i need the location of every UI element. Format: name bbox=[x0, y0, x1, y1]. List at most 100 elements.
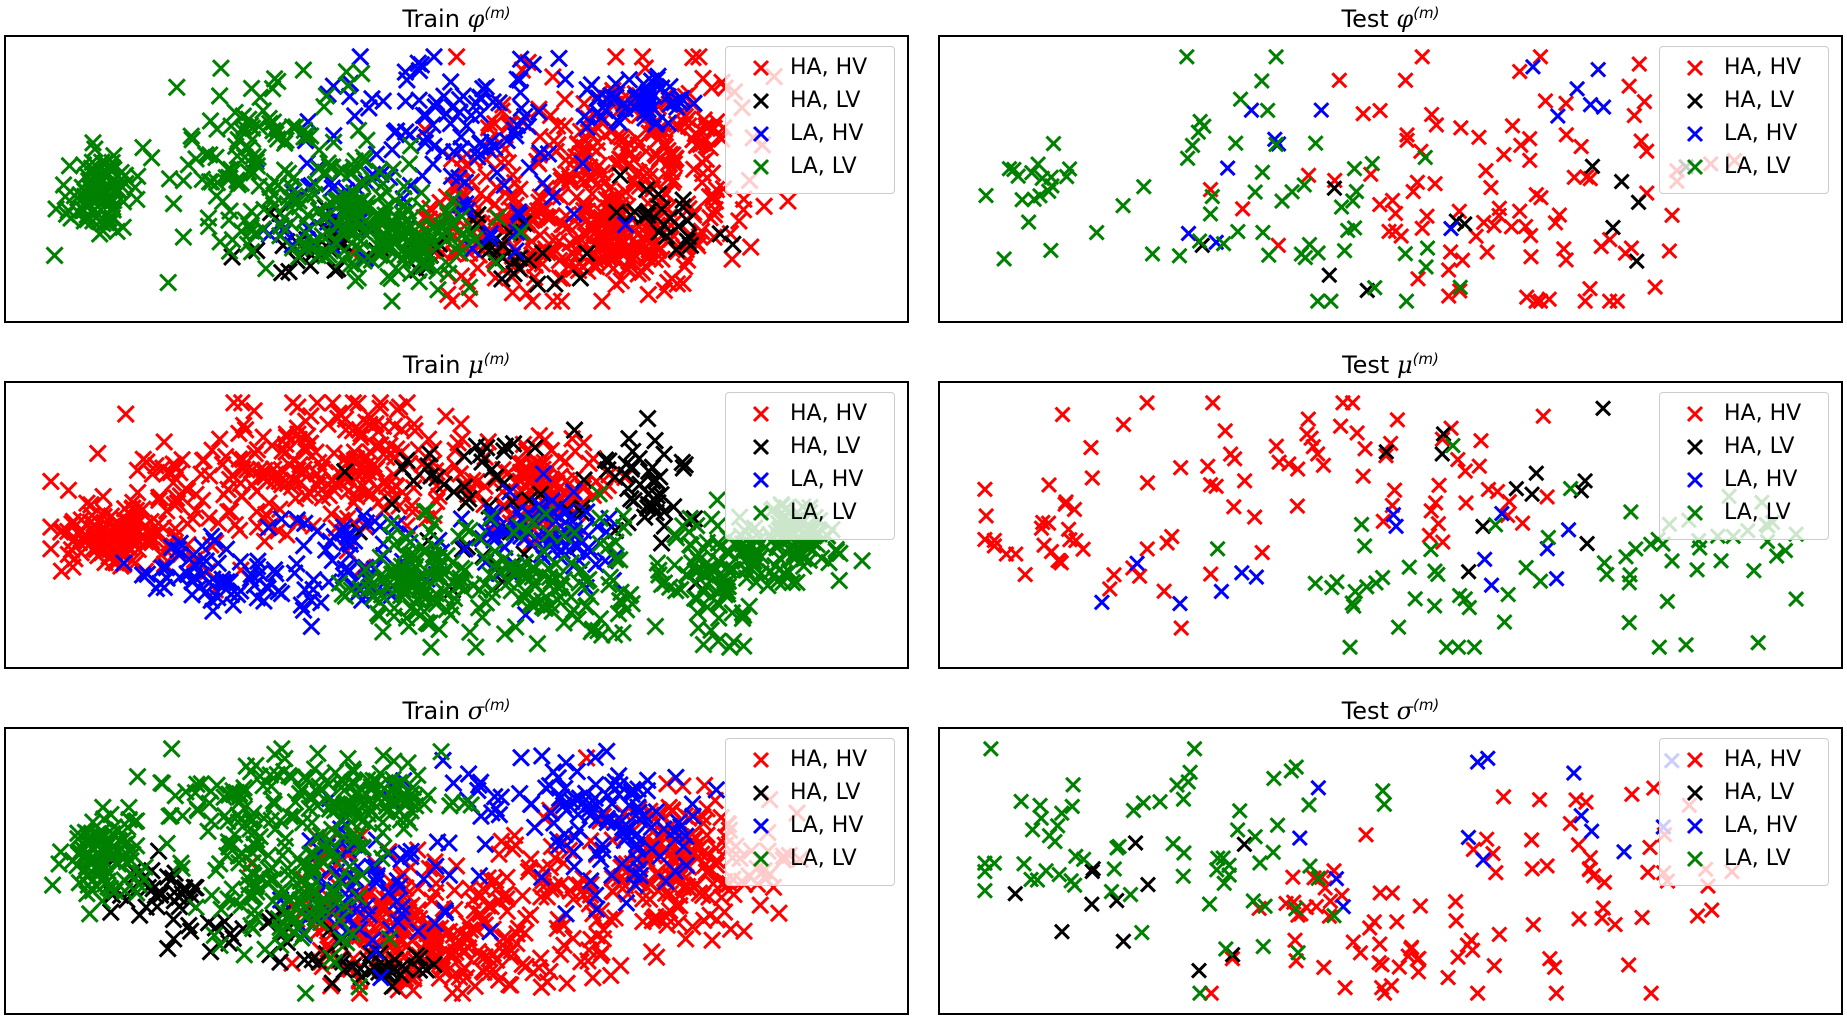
scatter-point bbox=[294, 601, 313, 620]
scatter-point bbox=[511, 222, 530, 242]
scatter-point bbox=[591, 509, 610, 528]
scatter-point bbox=[1251, 854, 1268, 871]
scatter-point bbox=[407, 946, 426, 965]
scatter-point bbox=[1444, 437, 1461, 454]
scatter-point bbox=[720, 638, 739, 657]
scatter-point bbox=[648, 553, 667, 573]
scatter-point bbox=[723, 235, 742, 254]
scatter-point bbox=[282, 477, 301, 497]
scatter-point bbox=[285, 807, 304, 826]
scatter-point bbox=[1267, 136, 1285, 153]
scatter-point bbox=[1422, 541, 1439, 558]
scatter-point bbox=[599, 536, 618, 555]
scatter-point bbox=[1215, 849, 1232, 867]
legend-marker-icon bbox=[1686, 92, 1704, 110]
scatter-point bbox=[1414, 48, 1431, 65]
scatter-point bbox=[344, 493, 363, 512]
scatter-point bbox=[384, 230, 403, 249]
legend-item: HA, LV bbox=[1660, 432, 1828, 462]
scatter-point bbox=[609, 604, 628, 623]
legend-label: HA, LV bbox=[1724, 434, 1795, 459]
scatter-point bbox=[677, 856, 696, 875]
scatter-point bbox=[513, 886, 532, 905]
scatter-point bbox=[1423, 502, 1440, 519]
scatter-point bbox=[687, 516, 706, 535]
scatter-point bbox=[582, 75, 601, 94]
scatter-point bbox=[519, 251, 538, 270]
scatter-point bbox=[602, 866, 621, 885]
scatter-point bbox=[555, 825, 574, 844]
scatter-point bbox=[1265, 844, 1282, 861]
scatter-point bbox=[1192, 113, 1209, 130]
scatter-point bbox=[1269, 817, 1286, 834]
scatter-point bbox=[1417, 258, 1435, 276]
scatter-point bbox=[1290, 944, 1307, 961]
scatter-point bbox=[1434, 445, 1451, 463]
scatter-point bbox=[566, 827, 585, 847]
scatter-point bbox=[41, 539, 60, 558]
legend-item: HA, LV bbox=[1660, 778, 1828, 808]
scatter-point bbox=[444, 190, 463, 209]
scatter-point bbox=[1664, 207, 1681, 224]
scatter-point bbox=[688, 603, 707, 623]
scatter-point bbox=[297, 854, 316, 873]
scatter-point bbox=[271, 216, 290, 235]
scatter-point bbox=[1486, 957, 1503, 974]
scatter-point bbox=[309, 160, 328, 179]
scatter-point bbox=[1007, 885, 1024, 902]
scatter-point bbox=[1232, 91, 1249, 108]
scatter-point bbox=[254, 591, 273, 611]
scatter-point bbox=[482, 803, 501, 822]
scatter-point bbox=[429, 548, 449, 567]
scatter-point bbox=[269, 175, 288, 195]
scatter-point bbox=[1452, 119, 1469, 136]
scatter-point bbox=[1607, 916, 1624, 933]
scatter-point bbox=[1414, 220, 1431, 237]
scatter-point bbox=[336, 215, 355, 234]
scatter-point bbox=[976, 855, 993, 872]
scatter-point bbox=[1353, 516, 1370, 533]
scatter-point bbox=[471, 947, 490, 966]
scatter-point bbox=[343, 870, 362, 889]
scatter-point bbox=[1577, 293, 1594, 310]
scatter-point bbox=[503, 283, 522, 302]
scatter-point bbox=[1105, 566, 1123, 583]
scatter-point bbox=[564, 842, 583, 861]
legend-item: LA, HV bbox=[726, 119, 894, 149]
scatter-point bbox=[1334, 394, 1352, 411]
scatter-point bbox=[73, 840, 92, 859]
scatter-point bbox=[290, 430, 309, 449]
scatter-point bbox=[528, 275, 547, 294]
scatter-point bbox=[1535, 408, 1552, 425]
scatter-point bbox=[1337, 979, 1354, 996]
scatter-point bbox=[1703, 901, 1720, 919]
scatter-point bbox=[450, 103, 469, 122]
legend-label: LA, HV bbox=[1724, 121, 1798, 146]
scatter-point bbox=[301, 406, 320, 425]
scatter-point bbox=[689, 551, 708, 570]
scatter-point bbox=[577, 502, 596, 521]
scatter-point bbox=[490, 892, 509, 911]
series-la-hv bbox=[1093, 505, 1577, 612]
scatter-point bbox=[1691, 539, 1708, 556]
scatter-point bbox=[652, 533, 671, 552]
scatter-point bbox=[1339, 222, 1356, 239]
scatter-point bbox=[492, 832, 511, 851]
scatter-point bbox=[687, 590, 707, 609]
scatter-point bbox=[633, 912, 652, 931]
scatter-point bbox=[404, 478, 423, 498]
scatter-point bbox=[1371, 102, 1389, 119]
scatter-point bbox=[128, 531, 147, 551]
scatter-point bbox=[1208, 478, 1225, 495]
scatter-point bbox=[511, 748, 531, 767]
scatter-point bbox=[485, 787, 504, 806]
scatter-point bbox=[452, 571, 472, 590]
scatter-point bbox=[531, 887, 550, 906]
scatter-point bbox=[709, 552, 728, 571]
scatter-point bbox=[456, 519, 475, 538]
legend: HA, HV HA, LV LA, HV LA, LV bbox=[725, 738, 895, 886]
scatter-point bbox=[141, 512, 160, 531]
scatter-point bbox=[199, 209, 218, 228]
scatter-point bbox=[392, 420, 411, 439]
scatter-point bbox=[374, 174, 393, 193]
